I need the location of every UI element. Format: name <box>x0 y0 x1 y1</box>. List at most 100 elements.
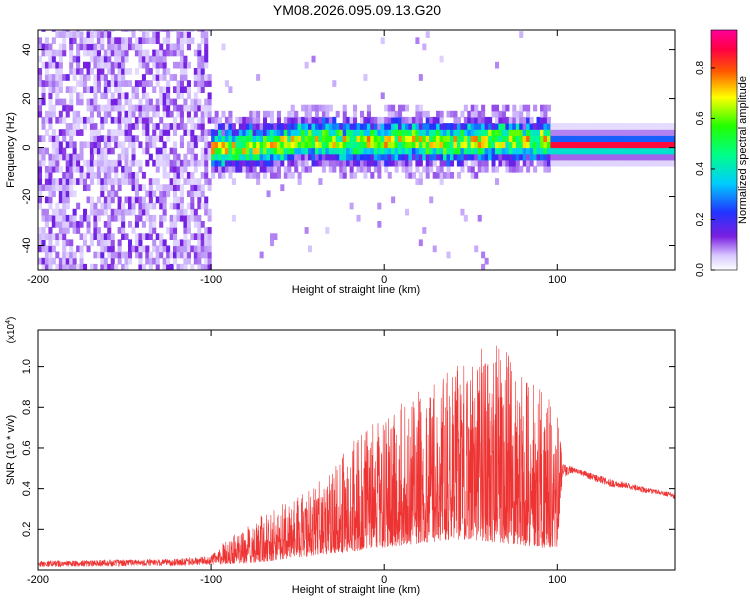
heatmap-cell <box>83 61 88 69</box>
heatmap-cell <box>141 263 146 270</box>
heatmap-cell <box>661 153 666 161</box>
heatmap-cell <box>124 172 129 179</box>
heatmap-cell <box>394 153 399 161</box>
heatmap-cell <box>138 208 143 216</box>
heatmap-cell <box>384 165 389 173</box>
heatmap-cell <box>162 74 167 81</box>
heatmap-cell <box>498 159 503 167</box>
heatmap-cell <box>495 116 500 124</box>
heatmap-cell <box>436 135 441 143</box>
heatmap-cell <box>79 68 84 75</box>
heatmap-cell <box>186 245 191 253</box>
heatmap-cell <box>83 37 88 45</box>
heatmap-cell <box>186 239 191 247</box>
heatmap-cell <box>263 123 268 130</box>
heatmap-cell <box>633 159 638 167</box>
heatmap-cell <box>176 208 181 216</box>
heatmap-cell <box>173 251 178 259</box>
heatmap-cell <box>439 123 444 130</box>
heatmap-cell <box>124 30 129 32</box>
heatmap-cell <box>595 123 600 130</box>
heatmap-cell <box>488 153 493 161</box>
heatmap-cell <box>342 116 347 124</box>
heatmap-cell <box>197 214 202 222</box>
heatmap-cell <box>387 153 392 161</box>
heatmap-cell <box>100 239 105 247</box>
heatmap-cell <box>591 135 596 143</box>
heatmap-cell <box>179 135 184 143</box>
heatmap-cell <box>453 110 458 118</box>
heatmap-cell <box>387 110 392 118</box>
heatmap-cell <box>138 141 143 149</box>
heatmap-cell <box>124 80 129 87</box>
heatmap-cell <box>41 49 46 57</box>
heatmap-cell <box>117 257 122 265</box>
heatmap-cell <box>505 129 510 136</box>
heatmap-cell <box>55 221 60 228</box>
heatmap-cell <box>162 159 167 167</box>
heatmap-cell <box>107 147 112 155</box>
heatmap-cell <box>353 123 358 130</box>
heatmap-cell <box>481 159 486 167</box>
heatmap-cell <box>585 129 590 136</box>
heatmap-cell <box>148 37 153 45</box>
heatmap-cell <box>41 61 46 69</box>
heatmap-cell <box>51 184 56 192</box>
heatmap-cell <box>235 147 240 155</box>
heatmap-cell <box>96 153 101 161</box>
heatmap-cell <box>318 129 323 136</box>
heatmap-cell <box>179 30 184 32</box>
heatmap-cell <box>166 49 171 57</box>
heatmap-cell <box>89 98 94 106</box>
heatmap-cell <box>128 251 133 259</box>
heatmap-cell <box>647 141 652 149</box>
heatmap-cell <box>595 135 600 143</box>
heatmap-cell <box>200 129 205 136</box>
heatmap-cell <box>588 159 593 167</box>
heatmap-cell <box>664 147 669 155</box>
heatmap-cell <box>145 208 150 216</box>
heatmap-cell <box>294 165 299 173</box>
heatmap-cell <box>605 123 610 130</box>
heatmap-cell <box>297 123 302 130</box>
heatmap-cell <box>422 110 427 118</box>
heatmap-cell <box>38 165 43 173</box>
heatmap-cell <box>62 49 67 57</box>
heatmap-cell <box>304 153 309 161</box>
heatmap-cell <box>384 147 389 155</box>
heatmap-cell <box>190 98 195 106</box>
heatmap-cell <box>346 135 351 143</box>
heatmap-cell <box>401 135 406 143</box>
heatmap-cell <box>505 123 510 130</box>
heatmap-cell <box>128 80 133 87</box>
heatmap-cell <box>179 141 184 149</box>
heatmap-cell <box>456 147 461 155</box>
heatmap-cell <box>100 43 105 51</box>
heatmap-cell <box>190 178 195 185</box>
heatmap-cell <box>145 141 150 149</box>
heatmap-cell <box>626 135 631 143</box>
heatmap-cell <box>501 129 506 136</box>
heatmap-cell <box>512 141 517 149</box>
heatmap-cell <box>138 214 143 222</box>
heatmap-cell <box>377 129 382 136</box>
heatmap-cell <box>124 92 129 100</box>
heatmap-cell <box>318 141 323 149</box>
heatmap-cell <box>100 37 105 45</box>
heatmap-cell <box>591 141 596 149</box>
heatmap-cell <box>290 110 295 118</box>
heatmap-cell <box>380 37 385 45</box>
heatmap-cell <box>69 37 74 45</box>
heatmap-cell <box>308 135 313 143</box>
heatmap-cell <box>405 165 410 173</box>
heatmap-cell <box>152 141 157 149</box>
heatmap-cell <box>353 153 358 161</box>
heatmap-cell <box>432 123 437 130</box>
heatmap-cell <box>647 123 652 130</box>
heatmap-cell <box>349 135 354 143</box>
heatmap-cell <box>276 165 281 173</box>
heatmap-cell <box>93 208 98 216</box>
heatmap-cell <box>83 263 88 270</box>
heatmap-cell <box>481 116 486 124</box>
heatmap-cell <box>55 202 60 210</box>
